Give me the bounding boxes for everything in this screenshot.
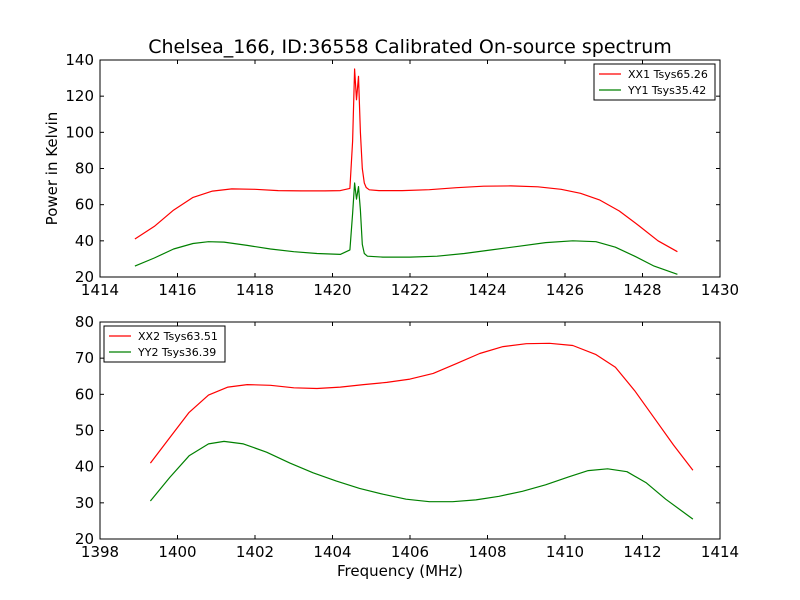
x-tick-label: 1428 [623, 281, 661, 299]
plot-panel-2: 1398 1400 1402 1404 1406 1408 1410 1412 1414 20 30… [75, 313, 739, 580]
x-tick-label: 1404 [313, 543, 351, 561]
x-tick-label: 1400 [158, 543, 196, 561]
legend-label: YY2 Tsys36.39 [137, 346, 216, 359]
y-tick-label: 70 [75, 349, 94, 367]
x-tick-label: 1424 [468, 281, 506, 299]
y-tick-label: 40 [75, 458, 94, 476]
y-tick-label: 30 [75, 494, 94, 512]
y-tick-label: 80 [75, 160, 94, 178]
plot-panel-1: 1414 1416 1418 1420 1422 1424 1426 1428 1430 20 40… [43, 51, 739, 299]
x-tick-label: 1410 [546, 543, 584, 561]
x-axis-label: Frequency (MHz) [337, 562, 463, 580]
y-axis-label: Power in Kelvin [43, 112, 61, 226]
y-tick-label: 60 [75, 385, 94, 403]
plot-panels: 1414 1416 1418 1420 1422 1424 1426 1428 1430 20 40… [43, 51, 739, 580]
x-tick-label: 1426 [546, 281, 584, 299]
legend-box [103, 325, 226, 363]
y-tick-label: 40 [75, 232, 94, 250]
legend-1: XX1 Tsys65.26 YY1 Tsys35.42 [593, 63, 716, 101]
y-tick-label: 120 [65, 87, 94, 105]
series-line-2-2 [149, 440, 694, 520]
legend-box [593, 63, 716, 101]
y-tick-label: 100 [65, 123, 94, 141]
y-tick-label: 20 [75, 530, 94, 548]
x-tick-label: 1398 [81, 543, 119, 561]
y-tick-label: 20 [75, 268, 94, 286]
x-tick-label: 1416 [158, 281, 196, 299]
x-tick-label: 1430 [701, 281, 739, 299]
y-tick-label: 140 [65, 51, 94, 69]
y-tick-label: 50 [75, 422, 94, 440]
x-tick-label: 1420 [313, 281, 351, 299]
legend-2: XX2 Tsys63.51 YY2 Tsys36.39 [103, 325, 226, 363]
series-line-2-1 [149, 342, 694, 471]
x-tick-label: 1414 [81, 281, 119, 299]
x-tick-label: 1418 [236, 281, 274, 299]
x-tick-label: 1422 [391, 281, 429, 299]
x-tick-label: 1408 [468, 543, 506, 561]
series-line-1-2 [134, 182, 678, 275]
y-tick-label: 80 [75, 313, 94, 331]
legend-label: XX1 Tsys65.26 [628, 68, 708, 81]
x-tick-label: 1414 [701, 543, 739, 561]
series-line-1-1 [134, 68, 678, 253]
chart-title: Chelsea_166, ID:36558 Calibrated On-sour… [148, 36, 672, 58]
x-tick-label: 1412 [623, 543, 661, 561]
legend-label: XX2 Tsys63.51 [138, 330, 218, 343]
y-tick-label: 60 [75, 196, 94, 214]
legend-label: YY1 Tsys35.42 [627, 84, 706, 97]
x-tick-label: 1406 [391, 543, 429, 561]
x-tick-label: 1402 [236, 543, 274, 561]
